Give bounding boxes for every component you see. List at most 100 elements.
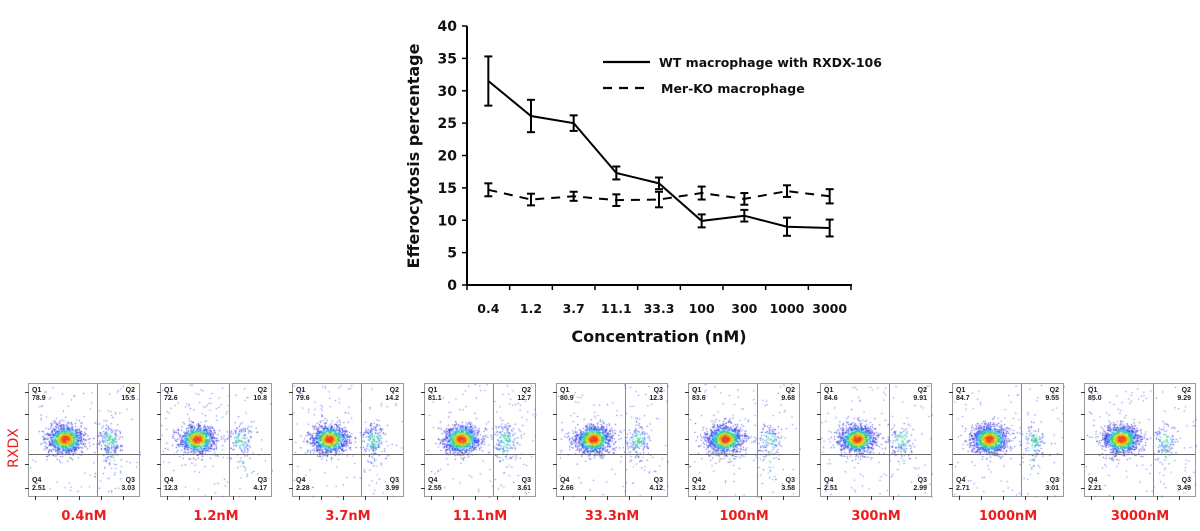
quadrant-name: Q1	[32, 387, 42, 394]
quadrant-label-q1: Q1 80.9	[560, 387, 574, 403]
quadrant-label-q3: Q3 3.01	[1045, 477, 1059, 493]
flow-scatter	[821, 384, 933, 498]
flow-scatter	[425, 384, 537, 498]
y-tick-label: 30	[438, 84, 458, 100]
flow-panel: Q1 84.6 Q2 9.91 Q4 2.51 Q3 2.99	[817, 383, 933, 500]
quadrant-label-q2: Q2 12.7	[517, 387, 531, 403]
quadrant-name: Q1	[692, 387, 702, 394]
quadrant-divider-vertical	[229, 384, 230, 496]
quadrant-percent: 78.9	[32, 395, 46, 402]
quadrant-name: Q4	[428, 477, 438, 484]
quadrant-label-q3: Q3 3.49	[1177, 477, 1191, 493]
flow-scatter	[1085, 384, 1197, 498]
quadrant-percent: 2.99	[913, 485, 927, 492]
quadrant-percent: 12.7	[517, 395, 531, 402]
quadrant-label-q2: Q2 12.3	[649, 387, 663, 403]
y-tick-label: 0	[447, 278, 457, 294]
flow-y-axis-ticks	[553, 384, 557, 498]
flow-scatter	[161, 384, 273, 498]
quadrant-name: Q2	[1181, 387, 1191, 394]
flow-panel: Q1 84.7 Q2 9.55 Q4 2.71 Q3 3.01	[949, 383, 1065, 500]
quadrant-name: Q1	[560, 387, 570, 394]
quadrant-percent: 10.8	[253, 395, 267, 402]
flow-y-axis-ticks	[25, 384, 29, 498]
quadrant-label-q2: Q2 10.8	[253, 387, 267, 403]
quadrant-name: Q2	[785, 387, 795, 394]
quadrant-label-q2: Q2 9.68	[781, 387, 795, 403]
quadrant-label-q4: Q4 2.28	[296, 477, 310, 493]
quadrant-percent: 2.21	[1088, 485, 1102, 492]
quadrant-percent: 3.03	[121, 485, 135, 492]
quadrant-percent: 3.01	[1045, 485, 1059, 492]
quadrant-label-q4: Q4 2.71	[956, 477, 970, 493]
y-tick-label: 25	[438, 116, 457, 132]
flow-scatter	[953, 384, 1065, 498]
quadrant-label-q4: Q4 12.3	[164, 477, 178, 493]
quadrant-label-q3: Q3 2.99	[913, 477, 927, 493]
quadrant-name: Q4	[956, 477, 966, 484]
quadrant-name: Q1	[1088, 387, 1098, 394]
flow-y-axis-ticks	[157, 384, 161, 498]
y-tick-label: 20	[438, 149, 458, 165]
quadrant-percent: 2.28	[296, 485, 310, 492]
quadrant-percent: 4.12	[649, 485, 663, 492]
quadrant-percent: 3.58	[781, 485, 795, 492]
quadrant-name: Q4	[1088, 477, 1098, 484]
y-tick-label: 15	[438, 181, 457, 197]
quadrant-name: Q2	[653, 387, 663, 394]
quadrant-percent: 9.91	[913, 395, 927, 402]
legend-label-merko: Mer-KO macrophage	[661, 81, 805, 96]
quadrant-label-q1: Q1 81.1	[428, 387, 442, 403]
concentration-label: 1.2nM	[193, 509, 239, 524]
quadrant-label-q3: Q3 3.61	[517, 477, 531, 493]
concentration-label: 3.7nM	[325, 509, 371, 524]
concentration-label: 33.3nM	[584, 509, 640, 524]
x-tick-label: 3000	[812, 301, 847, 316]
flow-y-axis-ticks	[817, 384, 821, 498]
y-tick-label: 10	[438, 213, 458, 229]
quadrant-divider-horizontal	[29, 454, 139, 455]
quadrant-label-q3: Q3 3.03	[121, 477, 135, 493]
quadrant-name: Q3	[653, 477, 663, 484]
quadrant-percent: 2.55	[428, 485, 442, 492]
quadrant-label-q2: Q2 15.5	[121, 387, 135, 403]
quadrant-percent: 9.29	[1177, 395, 1191, 402]
quadrant-name: Q2	[125, 387, 135, 394]
quadrant-name: Q2	[389, 387, 399, 394]
quadrant-divider-horizontal	[425, 454, 535, 455]
x-tick-label: 1000	[770, 301, 805, 316]
flow-y-axis-ticks	[949, 384, 953, 498]
flow-panel: Q1 85.0 Q2 9.29 Q4 2.21 Q3 3.49	[1081, 383, 1197, 500]
quadrant-divider-horizontal	[1085, 454, 1195, 455]
quadrant-percent: 14.2	[385, 395, 399, 402]
quadrant-label-q2: Q2 9.55	[1045, 387, 1059, 403]
quadrant-name: Q3	[1181, 477, 1191, 484]
quadrant-name: Q3	[917, 477, 927, 484]
quadrant-percent: 3.49	[1177, 485, 1191, 492]
quadrant-percent: 4.17	[253, 485, 267, 492]
flow-panel: Q1 78.9 Q2 15.5 Q4 2.51 Q3 3.03	[25, 383, 141, 500]
flow-x-axis-ticks	[161, 496, 273, 501]
quadrant-label-q4: Q4 2.55	[428, 477, 442, 493]
quadrant-name: Q4	[692, 477, 702, 484]
quadrant-divider-vertical	[625, 384, 626, 496]
x-tick-label: 1.2	[520, 301, 542, 316]
flow-y-axis-ticks	[289, 384, 293, 498]
quadrant-label-q4: Q4 2.21	[1088, 477, 1102, 493]
quadrant-percent: 15.5	[121, 395, 135, 402]
quadrant-label-q1: Q1 79.6	[296, 387, 310, 403]
concentration-label: 0.4nM	[61, 509, 107, 524]
quadrant-name: Q3	[521, 477, 531, 484]
quadrant-percent: 9.55	[1045, 395, 1059, 402]
quadrant-label-q2: Q2 9.29	[1177, 387, 1191, 403]
y-axis-ticks: 0 5 10 15 20 25 30 35 40	[438, 19, 467, 294]
quadrant-divider-vertical	[1153, 384, 1154, 496]
flow-panel: Q1 80.9 Q2 12.3 Q4 2.66 Q3 4.12	[553, 383, 669, 500]
quadrant-label-q3: Q3 3.58	[781, 477, 795, 493]
quadrant-divider-vertical	[1021, 384, 1022, 496]
quadrant-name: Q3	[1049, 477, 1059, 484]
quadrant-divider-horizontal	[293, 454, 403, 455]
x-tick-label: 0.4	[477, 301, 499, 316]
rxdx-axis-label: RXDX	[6, 428, 22, 468]
quadrant-divider-horizontal	[161, 454, 271, 455]
